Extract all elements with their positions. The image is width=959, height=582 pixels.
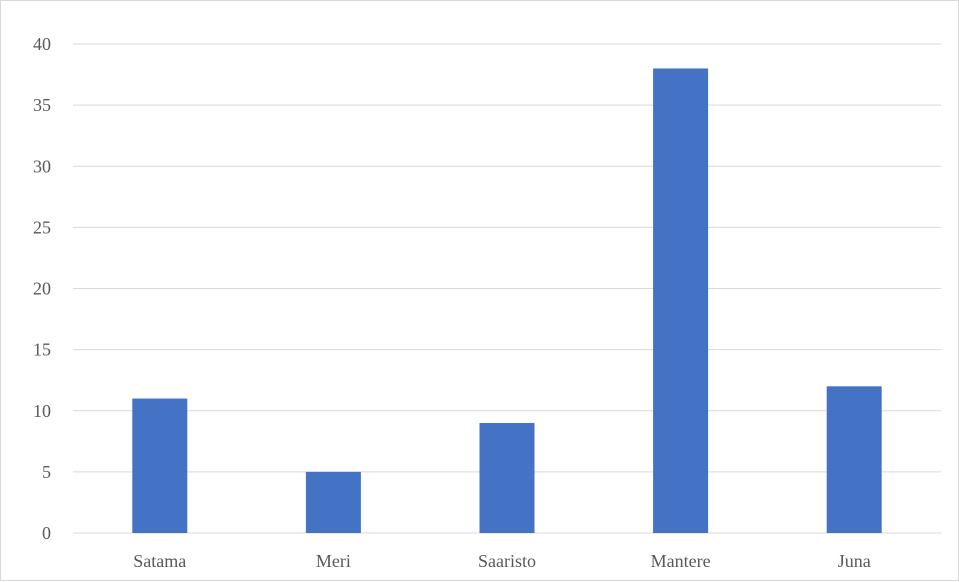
y-tick-label: 40 <box>33 34 51 54</box>
x-category-label: Juna <box>838 551 871 571</box>
y-tick-label: 0 <box>42 523 51 543</box>
y-tick-label: 35 <box>33 95 51 115</box>
y-tick-label: 20 <box>33 279 51 299</box>
x-category-label: Satama <box>133 551 186 571</box>
y-axis: 0 5 10 15 20 25 30 35 40 <box>33 34 51 543</box>
bar-saaristo <box>479 422 535 533</box>
gridlines <box>73 43 941 534</box>
x-category-label: Mantere <box>651 551 711 571</box>
bar-juna <box>826 386 882 533</box>
bar-satama <box>132 398 188 533</box>
bar-mantere <box>653 68 709 533</box>
y-tick-label: 10 <box>33 401 51 421</box>
bars <box>132 68 882 533</box>
x-category-label: Meri <box>316 551 351 571</box>
x-axis: Satama Meri Saaristo Mantere Juna <box>133 551 870 571</box>
x-category-label: Saaristo <box>478 551 536 571</box>
y-tick-label: 5 <box>42 462 51 482</box>
y-tick-label: 25 <box>33 217 51 237</box>
bar-meri <box>305 471 361 533</box>
y-tick-label: 30 <box>33 156 51 176</box>
y-tick-label: 15 <box>33 340 51 360</box>
